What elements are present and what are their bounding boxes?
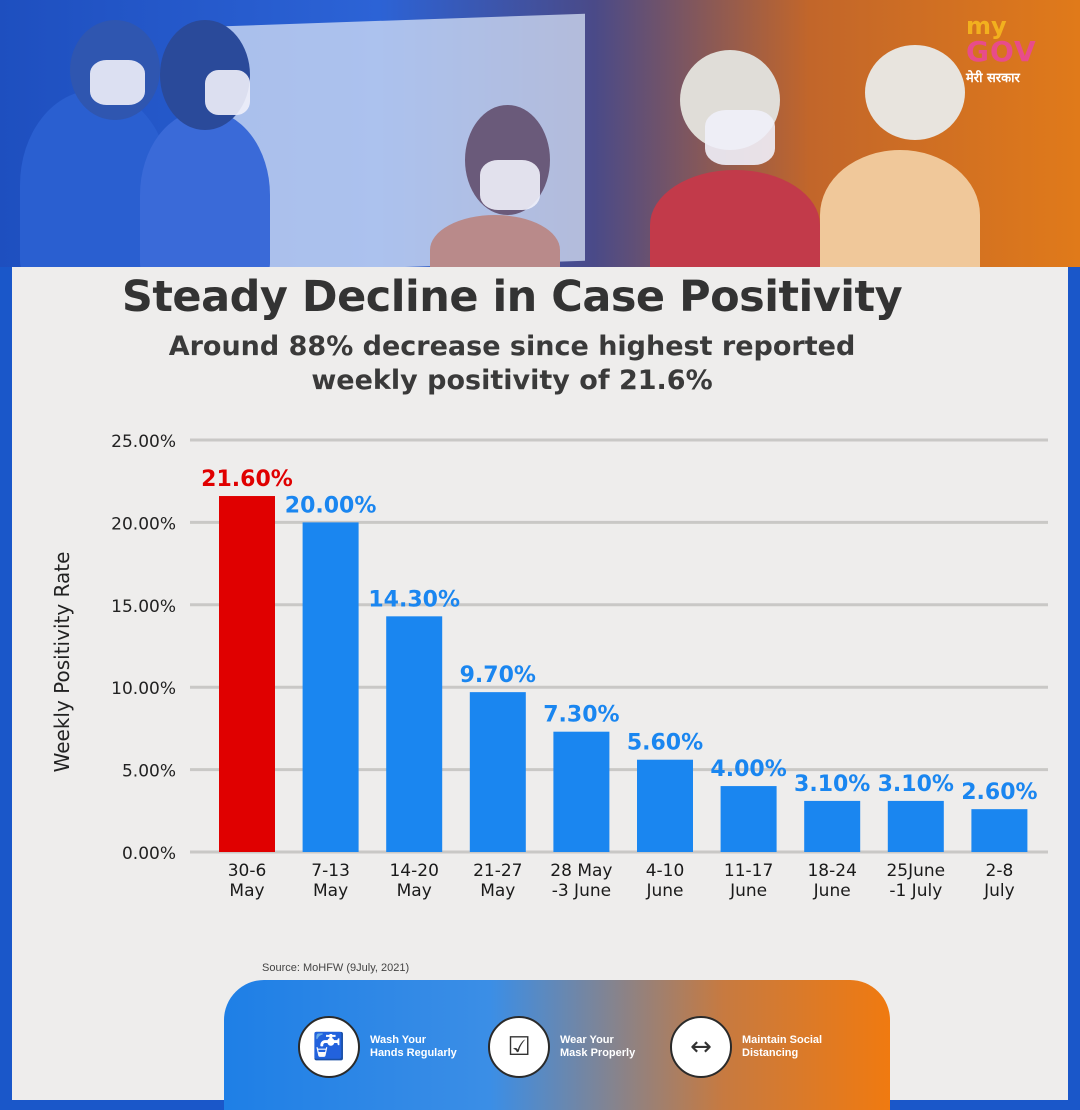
bar-value-label: 21.60%	[201, 467, 293, 492]
x-tick-label: May	[313, 881, 348, 901]
person-figure	[650, 170, 820, 267]
bar	[386, 616, 443, 852]
x-tick-label: May	[397, 881, 432, 901]
bar	[720, 786, 777, 852]
x-tick-label: 25June	[886, 861, 945, 881]
face-mask	[90, 60, 145, 105]
tip-line-2: Hands Regularly	[370, 1047, 457, 1059]
bar-value-label: 20.00%	[285, 493, 377, 518]
x-tick-label: 30-6	[228, 861, 267, 881]
bar-value-label: 7.30%	[543, 703, 619, 728]
positivity-bar-chart: 0.00% 5.00% 10.00% 15.00% 20.00% 25.00% Weekly…	[50, 432, 1048, 901]
tip-line-1: Wear Your	[560, 1034, 614, 1046]
x-tick-label: 21-27	[473, 861, 522, 881]
mygov-logo: my GOV मेरी सरकार	[966, 14, 1066, 86]
x-tick-label: May	[229, 881, 264, 901]
person-figure	[430, 215, 560, 267]
chart-subtitle: Around 88% decrease since highest report…	[0, 330, 1024, 398]
person-head	[865, 45, 965, 140]
tip-label: Maintain Social Distancing	[742, 1034, 852, 1060]
person-figure	[140, 110, 270, 267]
tip-wear-mask: ☑ Wear Your Mask Properly	[488, 1016, 670, 1078]
x-tick-label: -3 June	[552, 881, 611, 901]
bar	[637, 759, 693, 852]
x-tick-label: -1 July	[889, 881, 942, 901]
bar-value-label: 3.10%	[794, 772, 870, 797]
subtitle-line-2: weekly positivity of 21.6%	[311, 365, 713, 396]
bar-value-label: 5.60%	[627, 731, 703, 756]
logo-gov: GOV	[966, 35, 1037, 68]
x-tick-label: 28 May	[550, 861, 612, 881]
bar	[469, 692, 526, 852]
subtitle-line-1: Around 88% decrease since highest report…	[168, 331, 856, 362]
x-tick-label: June	[813, 881, 851, 901]
x-tick-label: June	[645, 881, 683, 901]
x-tick-label: 4-10	[646, 861, 685, 881]
x-tick-label: 18-24	[807, 861, 856, 881]
page-title: Steady Decline in Case Positivity	[121, 272, 903, 322]
y-tick-label: 0.00%	[122, 844, 176, 864]
logo-my: my	[966, 12, 1007, 40]
bar-value-label: 9.70%	[460, 663, 536, 688]
bar-value-label: 2.60%	[961, 780, 1037, 805]
x-tick-label: May	[480, 881, 515, 901]
y-axis-label: Weekly Positivity Rate	[50, 552, 74, 773]
tip-line-1: Maintain Social	[742, 1034, 823, 1046]
tip-line-2: Distancing	[742, 1047, 799, 1059]
y-tick-label: 15.00%	[111, 597, 176, 617]
logo-tagline: मेरी सरकार	[966, 71, 1020, 86]
hand-wash-icon: 🚰	[298, 1016, 360, 1078]
tip-line-1: Wash Your	[370, 1034, 427, 1046]
tip-wash-hands: 🚰 Wash Your Hands Regularly	[298, 1016, 480, 1078]
y-tick-label: 20.00%	[111, 514, 176, 534]
hero-photo: my GOV मेरी सरकार	[0, 0, 1080, 267]
bar	[302, 522, 359, 852]
social-distancing-icon: ↔	[670, 1016, 732, 1078]
y-tick-label: 25.00%	[111, 432, 176, 452]
x-tick-label: June	[729, 881, 767, 901]
x-tick-label: 14-20	[389, 861, 438, 881]
bar	[219, 496, 275, 852]
x-tick-label: July	[983, 881, 1015, 901]
face-mask-icon: ☑	[488, 1016, 550, 1078]
source-note: Source: MoHFW (9July, 2021)	[262, 962, 410, 974]
bar-value-label: 4.00%	[710, 757, 786, 782]
person-figure	[820, 150, 980, 267]
x-tick-label: 2-8	[986, 861, 1014, 881]
y-tick-label: 10.00%	[111, 679, 176, 699]
bar	[553, 731, 610, 852]
face-mask	[205, 70, 250, 115]
face-mask	[705, 110, 775, 165]
face-mask	[480, 160, 540, 210]
bar	[804, 800, 861, 852]
y-tick-label: 5.00%	[122, 762, 176, 782]
bar-value-label: 14.30%	[368, 587, 460, 612]
bar	[887, 800, 944, 852]
x-tick-label: 7-13	[311, 861, 350, 881]
chart-sheet	[12, 267, 1068, 1100]
tip-label: Wash Your Hands Regularly	[370, 1034, 480, 1060]
tip-line-2: Mask Properly	[560, 1047, 636, 1059]
bar	[971, 809, 1028, 852]
tip-social-distancing: ↔ Maintain Social Distancing	[670, 1016, 852, 1078]
bar-value-label: 3.10%	[878, 772, 954, 797]
tip-label: Wear Your Mask Properly	[560, 1034, 670, 1060]
x-tick-label: 11-17	[724, 861, 773, 881]
